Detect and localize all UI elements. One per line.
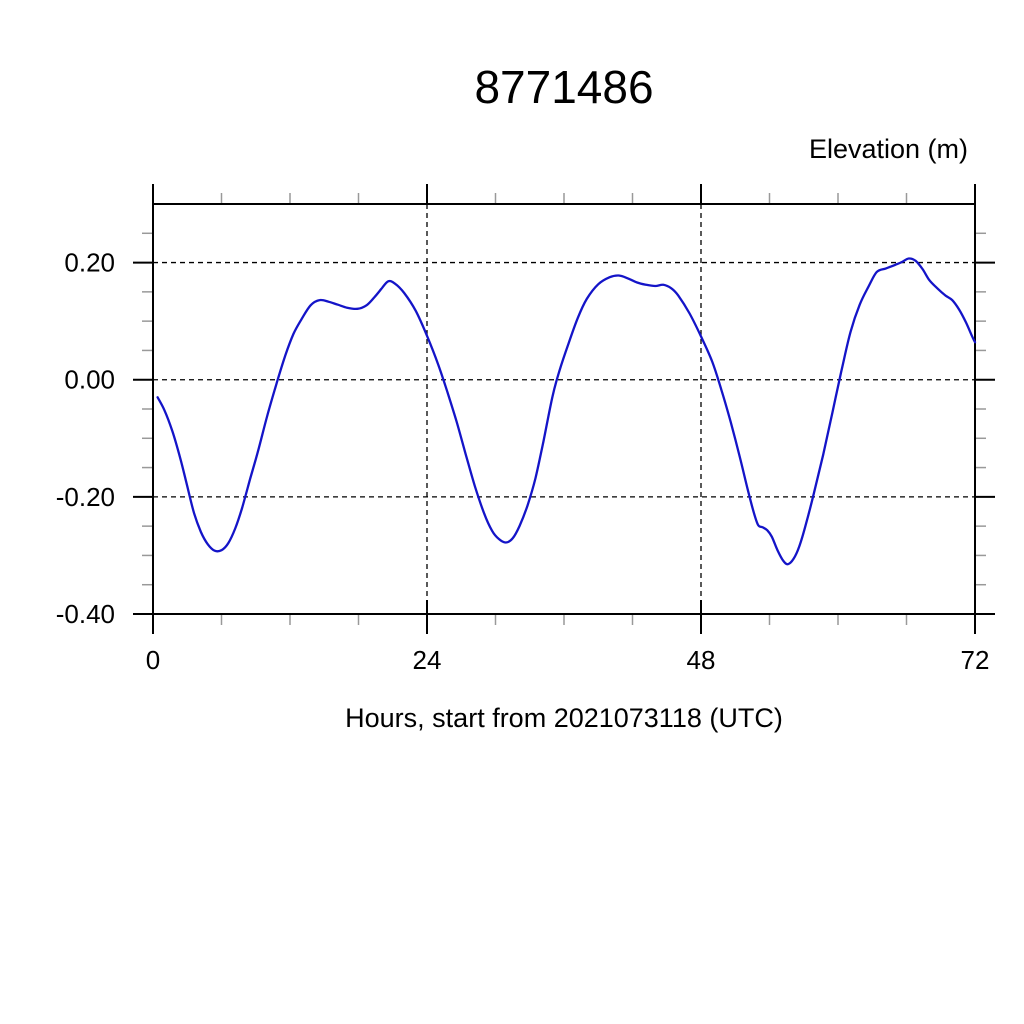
y-tick-label: -0.20	[56, 482, 115, 512]
minor-ticks	[142, 193, 986, 625]
x-axis-label: Hours, start from 2021073118 (UTC)	[345, 703, 783, 733]
elevation-line	[156, 257, 977, 566]
y-axis-title: Elevation (m)	[808, 134, 968, 164]
x-tick-labels: 0 24 48 72	[146, 645, 990, 675]
y-tick-label: 0.00	[64, 365, 115, 395]
gridlines	[153, 204, 975, 615]
x-tick-label: 72	[961, 645, 990, 675]
y-tick-label: 0.20	[64, 248, 115, 278]
x-tick-label: 0	[146, 645, 160, 675]
page-title: 8771486	[474, 61, 654, 113]
plot-frame	[152, 203, 976, 615]
y-tick-label: -0.40	[56, 599, 115, 629]
x-tick-label: 24	[413, 645, 442, 675]
y-tick-labels: -0.40 -0.20 0.00 0.20	[56, 248, 115, 629]
x-tick-label: 48	[687, 645, 716, 675]
major-ticks	[133, 184, 995, 634]
